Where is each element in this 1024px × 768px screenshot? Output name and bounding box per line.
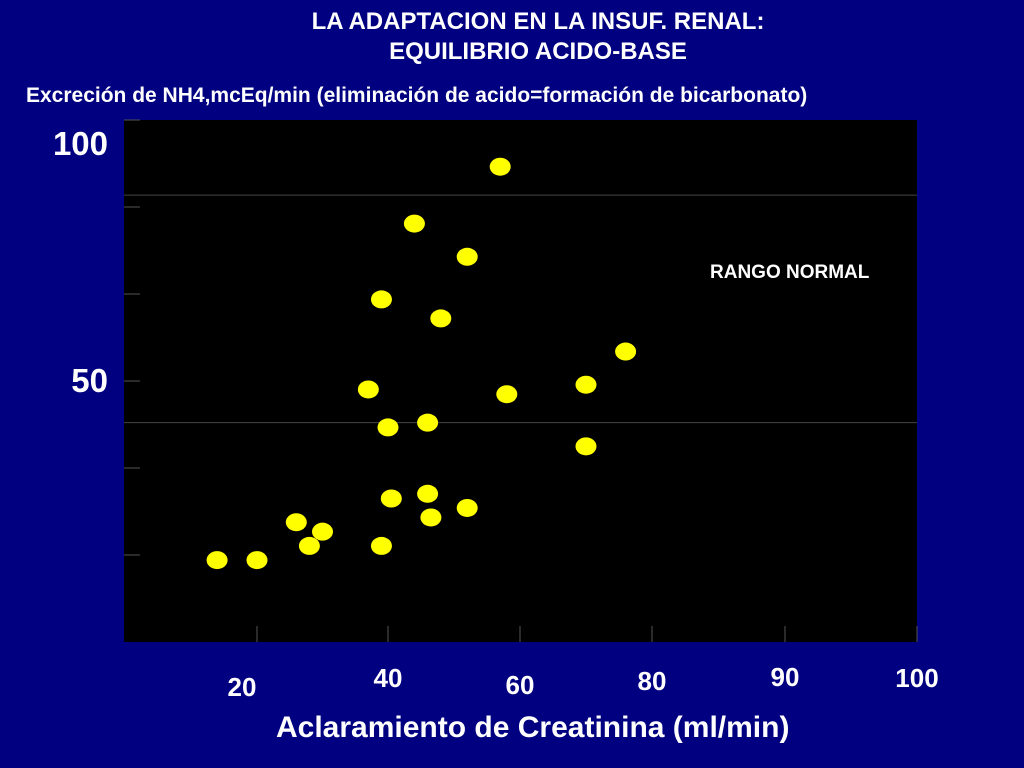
chart-title-line-1: LA ADAPTACION EN LA INSUF. RENAL: bbox=[311, 8, 765, 35]
x-tick-label-90: 90 bbox=[771, 662, 800, 692]
data-point-5 bbox=[312, 522, 333, 541]
data-point-1 bbox=[206, 551, 228, 570]
chart-title-line-2: EQUILIBRIO ACIDO-BASE bbox=[389, 38, 687, 65]
data-point-11 bbox=[403, 214, 425, 233]
x-tick-label-20: 20 bbox=[228, 672, 257, 702]
y-tick-label-50: 50 bbox=[71, 362, 108, 399]
data-point-21 bbox=[575, 437, 597, 456]
data-point-3 bbox=[285, 513, 307, 532]
data-point-14 bbox=[420, 508, 442, 527]
chart-subtitle-y-axis-label: Excreción de NH4,mcEq/min (eliminación d… bbox=[26, 84, 808, 107]
data-point-2 bbox=[246, 551, 268, 570]
data-point-8 bbox=[370, 290, 392, 309]
x-tick-label-80: 80 bbox=[638, 666, 667, 696]
data-point-7 bbox=[370, 536, 392, 555]
data-point-10 bbox=[380, 489, 402, 508]
data-point-20 bbox=[575, 375, 597, 394]
plot-area bbox=[124, 120, 917, 642]
data-point-19 bbox=[496, 385, 518, 404]
y-tick-label-100: 100 bbox=[53, 125, 108, 162]
x-tick-label-100: 100 bbox=[895, 663, 938, 693]
x-tick-label-40: 40 bbox=[374, 663, 403, 693]
data-point-15 bbox=[430, 309, 452, 328]
data-point-22 bbox=[615, 342, 637, 361]
x-tick-label-60: 60 bbox=[506, 670, 535, 700]
data-point-6 bbox=[357, 380, 379, 399]
data-point-13 bbox=[417, 484, 439, 503]
data-point-18 bbox=[489, 157, 511, 176]
data-point-9 bbox=[377, 418, 399, 437]
annotation-rango-normal: RANGO NORMAL bbox=[710, 262, 870, 283]
data-point-4 bbox=[298, 536, 320, 555]
x-axis-label: Aclaramiento de Creatinina (ml/min) bbox=[276, 711, 790, 744]
data-point-16 bbox=[456, 247, 478, 266]
data-point-17 bbox=[456, 498, 478, 517]
data-point-12 bbox=[417, 413, 439, 432]
